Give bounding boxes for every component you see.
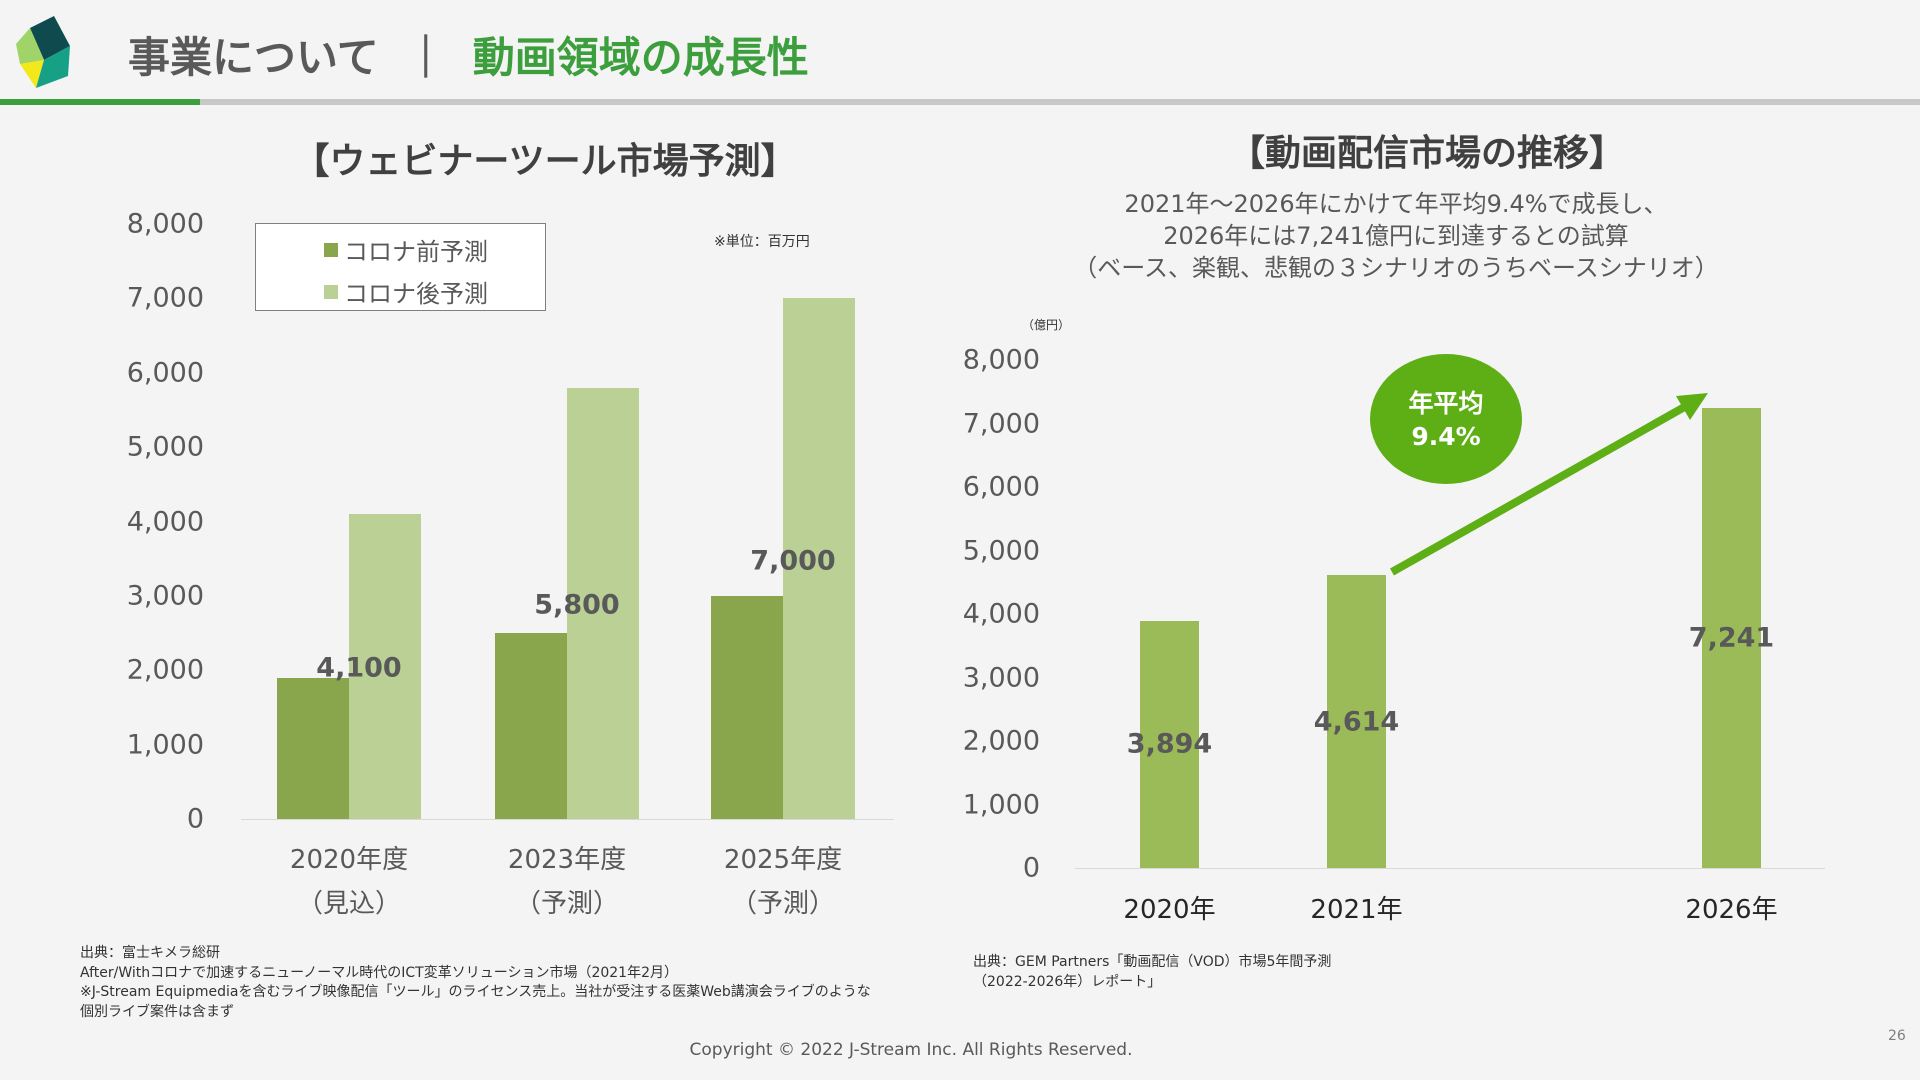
y-tick-label: 4,000: [126, 506, 204, 537]
y-tick-label: 0: [1022, 852, 1040, 884]
cagr-bubble: [1370, 354, 1522, 484]
category-line: （予測）: [730, 889, 835, 919]
bar-value-label: 3,894: [1126, 728, 1213, 760]
y-tick-label: 2,000: [126, 654, 204, 686]
bar-value-label: 7,241: [1688, 622, 1775, 654]
title-section: 事業について: [128, 33, 379, 82]
cagr-value: 9.4%: [1411, 422, 1480, 451]
y-tick-label: 2,000: [962, 725, 1040, 757]
vod-bar: [1327, 575, 1386, 868]
x-axis-line: [241, 819, 894, 820]
bar-value-label: 7,000: [750, 545, 836, 577]
y-tick-label: 5,000: [962, 535, 1040, 566]
source-line: （2022-2026年）レポート」: [973, 973, 1162, 990]
vod-bar: [1140, 620, 1199, 868]
source-line: ※J-Stream Equipmediaを含むライブ映像配信「ツール」のライセン…: [80, 984, 871, 1001]
x-category-label: 2023年度 （予測）: [467, 838, 667, 926]
y-tick-label: 0: [186, 803, 204, 835]
y-tick-label: 6,000: [126, 357, 204, 389]
header-accent-line: [0, 99, 200, 105]
vod-bar: [1702, 408, 1761, 868]
chart-legend: コロナ前予測 コロナ後予測: [255, 223, 546, 311]
y-tick-label: 8,000: [126, 208, 204, 240]
company-logo: [16, 16, 70, 88]
vod-subtitle-line: 2026年には7,241億円に到達するとの試算: [1163, 222, 1629, 250]
bar-value-label: 4,614: [1313, 706, 1400, 737]
title-subtitle: 動画領域の成長性: [472, 33, 809, 82]
category-line: 2020年度: [289, 845, 409, 875]
growth-arrow: [1390, 401, 1690, 576]
x-category-label: 2026年: [1685, 895, 1778, 925]
legend-swatch: [324, 242, 338, 257]
bar-pre-covid: [495, 633, 567, 819]
page-number: 26: [1888, 1028, 1906, 1044]
category-line: 2025年度: [723, 845, 843, 875]
cagr-label: 年平均: [1408, 389, 1483, 418]
left-source-notes: 出典：富士キメラ総研 After/Withコロナで加速するニューノーマル時代のI…: [80, 944, 871, 1022]
unit-note: ※単位：百万円: [714, 234, 810, 250]
y-tick-label: 8,000: [962, 344, 1040, 376]
vod-chart-title: 【動画配信市場の推移】: [1228, 133, 1626, 174]
legend-label: コロナ後予測: [344, 280, 488, 308]
y-tick-label: 7,000: [126, 282, 204, 314]
bar-value-label: 4,100: [316, 652, 402, 684]
x-axis-line: [1075, 868, 1825, 869]
y-tick-label: 1,000: [126, 729, 204, 761]
y-tick-label: 1,000: [962, 789, 1040, 820]
category-line: （予測）: [514, 889, 619, 919]
vod-unit: （億円）: [1022, 318, 1071, 332]
legend-swatch: [324, 284, 338, 299]
category-line: 2023年度: [507, 845, 627, 875]
legend-item-pre: コロナ前予測: [324, 232, 488, 267]
legend-label: コロナ前予測: [344, 238, 488, 266]
source-line: 個別ライブ案件は含まず: [80, 1003, 234, 1020]
right-source-notes: 出典：GEM Partners「動画配信（VOD）市場5年間予測 （2022-2…: [973, 953, 1331, 992]
y-tick-label: 3,000: [962, 662, 1040, 693]
page-title: 事業について ｜ 動画領域の成長性: [128, 24, 809, 85]
bar-post-covid: [567, 387, 639, 819]
source-line: 出典：GEM Partners「動画配信（VOD）市場5年間予測: [973, 954, 1332, 970]
bar-post-covid: [349, 514, 421, 819]
category-line: （見込）: [296, 889, 401, 919]
x-category-label: 2021年: [1310, 895, 1403, 925]
bar-post-covid: [783, 298, 855, 819]
source-line: 出典：富士キメラ総研: [80, 945, 220, 961]
x-category-label: 2020年度 （見込）: [249, 838, 449, 926]
y-tick-label: 3,000: [126, 580, 204, 612]
y-tick-label: 5,000: [126, 431, 204, 463]
header-divider: [200, 99, 1920, 105]
copyright: Copyright © 2022 J-Stream Inc. All Right…: [689, 1040, 1133, 1060]
y-tick-label: 6,000: [962, 471, 1040, 503]
webinar-chart-title: 【ウェビナーツール市場予測】: [293, 141, 797, 182]
y-tick-label: 7,000: [962, 408, 1040, 439]
bar-value-label: 5,800: [534, 589, 620, 621]
x-category-label: 2025年度 （予測）: [683, 838, 883, 926]
x-category-label: 2020年: [1123, 895, 1216, 925]
legend-item-post: コロナ後予測: [324, 274, 488, 309]
bar-pre-covid: [277, 677, 349, 819]
bar-pre-covid: [711, 595, 783, 819]
y-tick-label: 4,000: [962, 598, 1040, 630]
title-separator: ｜: [404, 33, 447, 82]
vod-subtitle-line: 2021年～2026年にかけて年平均9.4%で成長し、: [1124, 190, 1668, 218]
vod-subtitle-line: （ベース、楽観、悲観の３シナリオのうちベースシナリオ）: [1073, 254, 1719, 282]
source-line: After/Withコロナで加速するニューノーマル時代のICT変革ソリューション…: [80, 964, 678, 981]
